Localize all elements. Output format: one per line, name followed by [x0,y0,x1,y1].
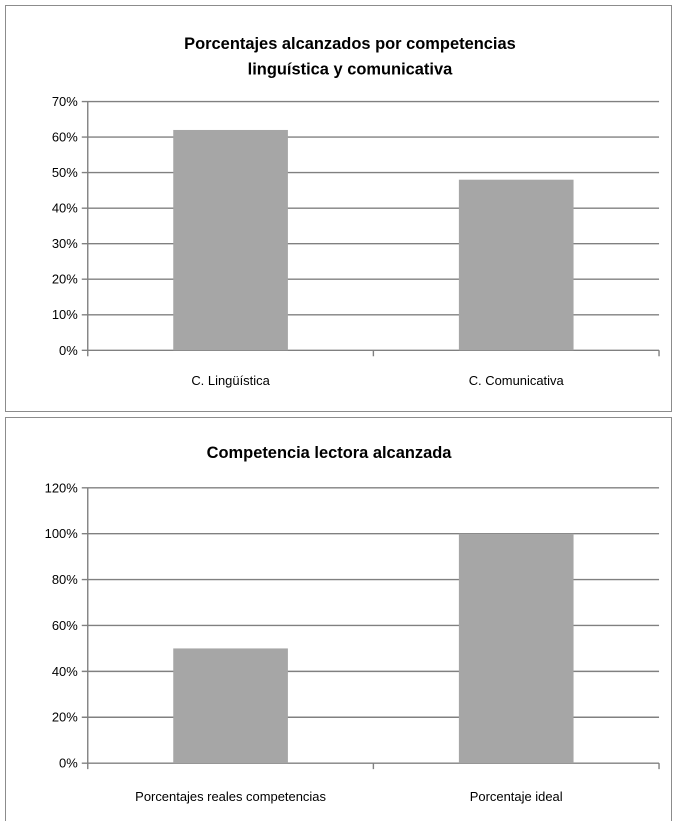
y-tick-label: 80% [52,572,78,587]
category-label: Porcentajes reales competencias [135,789,326,804]
y-tick-label: 30% [52,236,78,251]
category-labels: C. Lingüística C. Comunicativa [191,373,564,388]
bar [173,648,288,764]
category-labels: Porcentajes reales competencias Porcentaj… [135,789,563,804]
chart-competencias: Porcentajes alcanzados por competencias … [52,35,660,388]
bar [458,179,574,351]
y-tick-label: 40% [52,664,78,679]
y-tick-label: 10% [52,307,78,322]
y-tick-label: 120% [45,480,79,495]
chart-panel-lectora: Competencia lectora alcanzada 0% 20% 40% 60… [5,417,672,821]
chart-lectora: Competencia lectora alcanzada 0% 20% 40% 60… [45,444,660,804]
bars [173,129,574,351]
y-tick-label: 0% [59,343,78,358]
chart-title-line-2: linguística y comunicativa [248,61,453,79]
chart-title-line-1: Porcentajes alcanzados por competencias [184,35,516,53]
category-label: C. Lingüística [191,373,270,388]
chart-title: Competencia lectora alcanzada [207,444,453,462]
y-tick-label: 70% [52,94,78,109]
y-tick-label: 20% [52,272,78,287]
category-label: Porcentaje ideal [470,789,563,804]
bar [173,129,288,351]
bar [458,533,574,764]
y-tick-labels: 0% 20% 40% 60% 80% 100% 120% [45,480,79,770]
category-label: C. Comunicativa [469,373,565,388]
y-tick-label: 50% [52,165,78,180]
bars [173,533,574,764]
y-tick-label: 60% [52,130,78,145]
y-tick-label: 20% [52,710,78,725]
chart-panel-competencias: Porcentajes alcanzados por competencias … [5,5,672,412]
y-tick-labels: 0% 10% 20% 30% 40% 50% 60% 70% [52,94,78,358]
y-tick-label: 60% [52,618,78,633]
y-tick-label: 100% [45,526,79,541]
y-tick-label: 0% [59,756,78,771]
y-tick-label: 40% [52,201,78,216]
